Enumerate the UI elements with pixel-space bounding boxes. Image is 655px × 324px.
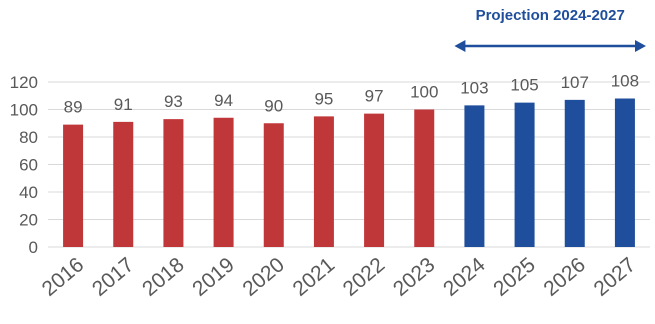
data-label-2019: 94: [214, 91, 233, 110]
data-labels: 89 91 93 94 90 95 97 100 103 105 107 108: [64, 72, 639, 117]
y-tick-label: 60: [19, 156, 38, 175]
data-label-2023: 100: [410, 83, 438, 102]
y-axis-ticks: 0 20 40 60 80 100 120: [10, 73, 38, 257]
x-tick-label-2019: 2019: [188, 253, 239, 301]
bar-2018: [163, 119, 184, 247]
data-label-2026: 107: [561, 73, 589, 92]
bar-2019: [213, 117, 234, 247]
x-tick-label-2027: 2027: [590, 253, 641, 301]
gridlines: [48, 81, 650, 248]
data-label-2022: 97: [365, 87, 384, 106]
bar-2025: [514, 102, 535, 247]
x-tick-label-2024: 2024: [439, 253, 490, 301]
data-label-2021: 95: [314, 89, 333, 108]
data-label-2016: 89: [64, 98, 83, 117]
y-tick-label: 120: [10, 73, 38, 92]
x-tick-label-2021: 2021: [289, 253, 340, 301]
projection-annotation: Projection 2024-2027: [454, 7, 646, 52]
x-tick-label-2017: 2017: [88, 253, 139, 301]
bar-2016: [63, 124, 84, 247]
x-tick-label-2025: 2025: [489, 253, 540, 301]
bars: [63, 98, 635, 247]
bar-2022: [364, 113, 385, 247]
x-tick-label-2023: 2023: [389, 253, 440, 301]
y-tick-label: 20: [19, 211, 38, 230]
bar-2026: [564, 99, 585, 247]
x-tick-label-2018: 2018: [138, 253, 189, 301]
x-tick-label-2016: 2016: [38, 253, 89, 301]
bar-2017: [113, 121, 134, 247]
bar-2021: [313, 116, 334, 247]
bar-2027: [614, 98, 635, 247]
y-tick-label: 0: [29, 238, 38, 257]
data-label-2024: 103: [460, 78, 488, 97]
arrow-left-icon: [454, 40, 466, 52]
bar-2023: [414, 109, 435, 247]
bar-2020: [263, 123, 284, 247]
projection-label: Projection 2024-2027: [476, 7, 625, 24]
y-tick-label: 80: [19, 128, 38, 147]
x-tick-label-2020: 2020: [238, 253, 289, 301]
x-axis-ticks: 2016 2017 2018 2019 2020 2021 2022 2023 2024 2025…: [38, 253, 640, 301]
y-tick-label: 40: [19, 183, 38, 202]
data-label-2027: 108: [611, 72, 639, 91]
data-label-2017: 91: [114, 95, 133, 114]
x-tick-label-2022: 2022: [339, 253, 390, 301]
arrow-right-icon: [635, 40, 646, 52]
data-label-2018: 93: [164, 92, 183, 111]
x-tick-label-2026: 2026: [539, 253, 590, 301]
y-tick-label: 100: [10, 101, 38, 120]
bar-2024: [464, 105, 485, 247]
data-label-2025: 105: [510, 76, 538, 95]
data-label-2020: 90: [264, 96, 283, 115]
